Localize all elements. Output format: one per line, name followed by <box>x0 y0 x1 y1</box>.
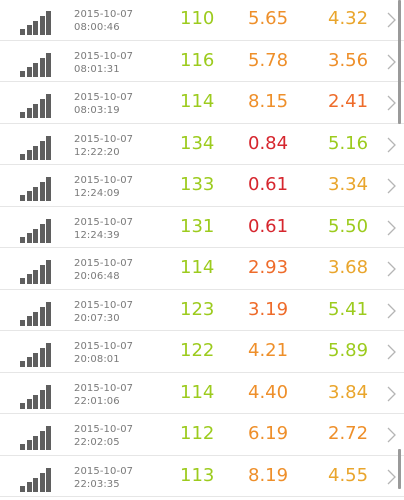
signal-strength-icon <box>20 175 52 201</box>
chevron-right-icon[interactable] <box>384 426 398 444</box>
signal-strength-icon <box>20 217 52 243</box>
signal-strength-icon <box>20 466 52 492</box>
value-1: 133 <box>180 174 215 195</box>
signal-strength-icon <box>20 51 52 77</box>
measurement-date: 2015-10-07 <box>74 92 134 103</box>
measurement-time: 12:22:20 <box>74 146 120 158</box>
measurement-time: 12:24:09 <box>74 188 120 199</box>
signal-strength-icon <box>20 9 52 35</box>
measurement-time: 08:03:19 <box>74 105 120 116</box>
value-2: 0.84 <box>248 132 289 154</box>
value-2: 5.65 <box>248 8 289 29</box>
scrollbar-thumb[interactable] <box>398 0 401 124</box>
value-2: 0.61 <box>248 215 289 237</box>
measurement-date: 2015-10-07 <box>74 341 134 352</box>
measurement-date: 2015-10-07 <box>74 9 134 20</box>
value-3: 4.32 <box>328 8 369 29</box>
measurement-date: 2015-10-07 <box>74 382 134 394</box>
value-2: 3.19 <box>248 298 289 320</box>
measurement-time: 08:01:31 <box>74 63 120 75</box>
chevron-right-icon[interactable] <box>384 177 398 195</box>
list-item[interactable]: 2015-10-07 20:07:30 123 3.19 5.41 <box>0 290 404 331</box>
list-item[interactable]: 2015-10-07 22:03:35 113 8.19 4.55 <box>0 456 404 497</box>
measurement-date: 2015-10-07 <box>74 299 134 311</box>
value-1: 114 <box>180 257 215 278</box>
list-item[interactable]: 2015-10-07 08:00:46 110 5.65 4.32 <box>0 0 404 41</box>
chevron-right-icon[interactable] <box>384 94 398 112</box>
measurement-time: 08:00:46 <box>74 22 120 33</box>
measurement-time: 20:07:30 <box>74 312 120 324</box>
chevron-right-icon[interactable] <box>384 468 398 486</box>
value-3: 2.41 <box>328 91 369 112</box>
list-item[interactable]: 2015-10-07 08:03:19 114 8.15 2.41 <box>0 82 404 124</box>
list-item[interactable]: 2015-10-07 12:22:20 134 0.84 5.16 <box>0 124 404 165</box>
measurement-date: 2015-10-07 <box>74 465 134 477</box>
chevron-right-icon[interactable] <box>384 302 398 320</box>
chevron-right-icon[interactable] <box>384 260 398 278</box>
measurement-date: 2015-10-07 <box>74 50 134 62</box>
value-1: 110 <box>180 8 215 29</box>
value-3: 3.68 <box>328 257 369 278</box>
value-1: 113 <box>180 464 215 486</box>
signal-strength-icon <box>20 341 52 367</box>
measurement-time: 20:06:48 <box>74 271 120 282</box>
list-item[interactable]: 2015-10-07 20:08:01 122 4.21 5.89 <box>0 331 404 373</box>
measurement-time: 22:01:06 <box>74 395 120 407</box>
chevron-right-icon[interactable] <box>384 11 398 29</box>
value-1: 123 <box>180 298 215 320</box>
measurement-time: 12:24:39 <box>74 229 120 241</box>
value-3: 3.56 <box>328 49 369 71</box>
list-item[interactable]: 2015-10-07 12:24:09 133 0.61 3.34 <box>0 165 404 207</box>
value-1: 114 <box>180 91 215 112</box>
value-3: 5.50 <box>328 215 369 237</box>
chevron-right-icon[interactable] <box>384 343 398 361</box>
value-2: 4.21 <box>248 340 289 361</box>
list-item[interactable]: 2015-10-07 08:01:31 116 5.78 3.56 <box>0 41 404 82</box>
list-item[interactable]: 2015-10-07 12:24:39 131 0.61 5.50 <box>0 207 404 248</box>
value-3: 3.84 <box>328 381 369 403</box>
measurement-date: 2015-10-07 <box>74 258 134 269</box>
chevron-right-icon[interactable] <box>384 385 398 403</box>
value-2: 2.93 <box>248 257 289 278</box>
value-1: 134 <box>180 132 215 154</box>
signal-strength-icon <box>20 300 52 326</box>
value-3: 5.41 <box>328 298 369 320</box>
signal-strength-icon <box>20 258 52 284</box>
list-item[interactable]: 2015-10-07 20:06:48 114 2.93 3.68 <box>0 248 404 290</box>
value-3: 5.89 <box>328 340 369 361</box>
value-2: 8.15 <box>248 91 289 112</box>
scrollbar-thumb-lower[interactable] <box>398 449 401 489</box>
value-1: 116 <box>180 49 215 71</box>
value-2: 6.19 <box>248 423 289 444</box>
chevron-right-icon[interactable] <box>384 219 398 237</box>
value-3: 3.34 <box>328 174 369 195</box>
value-2: 4.40 <box>248 381 289 403</box>
value-2: 8.19 <box>248 464 289 486</box>
value-2: 0.61 <box>248 174 289 195</box>
value-1: 114 <box>180 381 215 403</box>
measurement-time: 20:08:01 <box>74 354 120 365</box>
value-1: 112 <box>180 423 215 444</box>
signal-strength-icon <box>20 383 52 409</box>
chevron-right-icon[interactable] <box>384 136 398 154</box>
measurement-date: 2015-10-07 <box>74 133 134 145</box>
value-2: 5.78 <box>248 49 289 71</box>
value-3: 5.16 <box>328 132 369 154</box>
chevron-right-icon[interactable] <box>384 53 398 71</box>
signal-strength-icon <box>20 92 52 118</box>
measurement-date: 2015-10-07 <box>74 216 134 228</box>
value-3: 4.55 <box>328 464 369 486</box>
list-item[interactable]: 2015-10-07 22:02:05 112 6.19 2.72 <box>0 414 404 456</box>
measurement-time: 22:03:35 <box>74 478 120 490</box>
measurement-time: 22:02:05 <box>74 437 120 448</box>
signal-strength-icon <box>20 134 52 160</box>
list-item[interactable]: 2015-10-07 22:01:06 114 4.40 3.84 <box>0 373 404 414</box>
signal-strength-icon <box>20 424 52 450</box>
value-3: 2.72 <box>328 423 369 444</box>
measurement-date: 2015-10-07 <box>74 424 134 435</box>
value-1: 122 <box>180 340 215 361</box>
measurement-date: 2015-10-07 <box>74 175 134 186</box>
value-1: 131 <box>180 215 215 237</box>
